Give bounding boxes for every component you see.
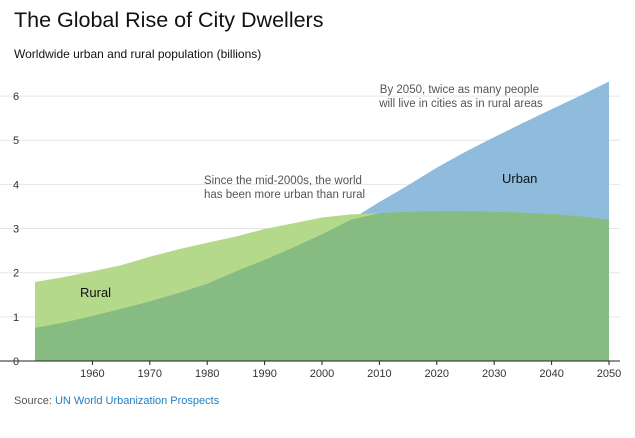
- annotation-2050-line-1: By 2050, twice as many people: [380, 84, 539, 96]
- y-tick-label: 5: [13, 135, 19, 147]
- x-tick-label: 2030: [482, 368, 506, 380]
- y-tick-label: 0: [13, 356, 19, 368]
- y-tick-label: 3: [13, 224, 19, 236]
- x-tick-label: 1960: [80, 368, 104, 380]
- source-prefix: Source:: [14, 395, 55, 407]
- x-tick-label: 1980: [195, 368, 219, 380]
- series-areas: [35, 81, 609, 361]
- x-tick-label: 1970: [138, 368, 162, 380]
- x-tick-label: 2000: [310, 368, 334, 380]
- annotation-mid-2000s-line-1: Since the mid-2000s, the world: [204, 175, 362, 187]
- x-tick-label: 2050: [597, 368, 621, 380]
- source-note: Source: UN World Urbanization Prospects: [14, 395, 219, 407]
- x-tick-label: 1990: [252, 368, 276, 380]
- source-link[interactable]: UN World Urbanization Prospects: [54, 395, 220, 407]
- annotation-mid-2000s-line-2: has been more urban than rural: [204, 189, 365, 201]
- y-tick-label: 6: [13, 91, 19, 103]
- area-label-rural: Rural: [80, 285, 111, 300]
- annotation-mid-2000s: Since the mid-2000s, the world has been …: [204, 175, 365, 201]
- x-tick-label: 2020: [425, 368, 449, 380]
- y-tick-labels: 0 1 2 3 4 5 6: [13, 91, 19, 368]
- area-overlap: [35, 211, 609, 361]
- x-tick-label: 2010: [367, 368, 391, 380]
- x-tick-label: 2040: [539, 368, 563, 380]
- x-tick-labels: 1960 1970 1980 1990 2000 2010 2020 2030 2040 2050: [80, 361, 621, 380]
- annotations: By 2050, twice as many people will live …: [204, 84, 543, 201]
- annotation-2050-line-2: will live in cities as in rural areas: [378, 98, 543, 110]
- y-tick-label: 2: [13, 268, 19, 280]
- y-tick-label: 4: [13, 179, 19, 191]
- chart-title: The Global Rise of City Dwellers: [14, 8, 324, 32]
- area-label-urban: Urban: [502, 171, 537, 186]
- chart-subtitle: Worldwide urban and rural population (bi…: [14, 47, 262, 61]
- annotation-2050: By 2050, twice as many people will live …: [378, 84, 543, 110]
- y-tick-label: 1: [13, 312, 19, 324]
